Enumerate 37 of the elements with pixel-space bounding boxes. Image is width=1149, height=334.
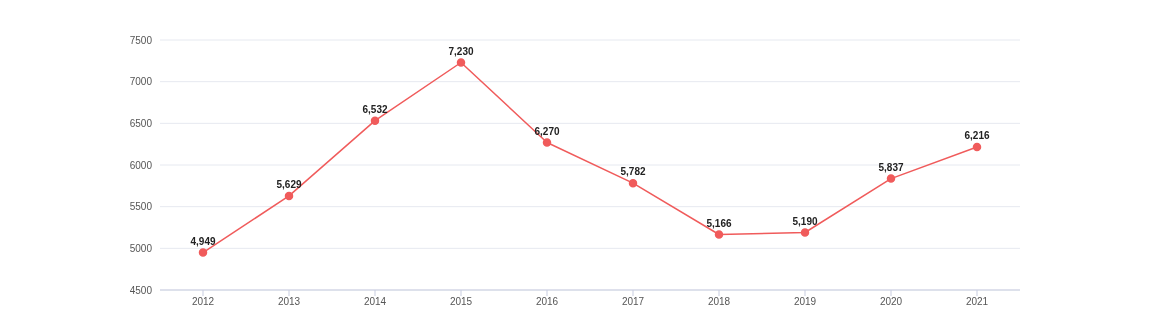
x-tick-label: 2013 <box>277 296 301 308</box>
data-label: 6,216 <box>964 130 990 141</box>
y-tick-label: 7000 <box>129 76 153 88</box>
point <box>886 174 896 183</box>
y-tick-label: 6000 <box>129 159 153 171</box>
data-label: 5,190 <box>792 215 818 227</box>
y-tick-label: 4500 <box>129 284 153 296</box>
x-tick-label: 2014 <box>363 296 387 308</box>
data-label: 5,166 <box>706 217 732 229</box>
point <box>628 178 638 188</box>
x-tick-label: 2012 <box>191 296 215 308</box>
x-tick-label: 2019 <box>793 296 817 308</box>
data-label: 6,532 <box>362 103 388 115</box>
x-tick-label: 2020 <box>879 296 903 308</box>
data-label: 5,782 <box>620 166 646 178</box>
x-tick-label: 2016 <box>535 296 559 308</box>
y-tick-label: 5000 <box>129 242 153 254</box>
x-tick-label: 2018 <box>707 296 731 308</box>
data-label: 5,629 <box>276 178 302 190</box>
y-tick-label: 7500 <box>129 34 153 46</box>
data-label: 5,837 <box>878 161 904 173</box>
y-tick-label: 5500 <box>129 201 153 213</box>
point <box>542 138 552 147</box>
point <box>284 191 294 201</box>
data-label: 4,949 <box>190 235 216 247</box>
point <box>800 228 810 237</box>
x-tick-label: 2015 <box>449 296 473 308</box>
data-label: 6,270 <box>534 125 560 137</box>
x-tick-label: 2017 <box>621 296 645 308</box>
y-tick-label: 6500 <box>129 117 153 129</box>
data-label: 7,230 <box>448 45 474 57</box>
x-tick-label: 2021 <box>965 296 989 308</box>
point <box>370 116 380 125</box>
point <box>714 230 724 239</box>
point <box>972 142 982 152</box>
point <box>198 248 208 257</box>
point <box>456 58 466 67</box>
